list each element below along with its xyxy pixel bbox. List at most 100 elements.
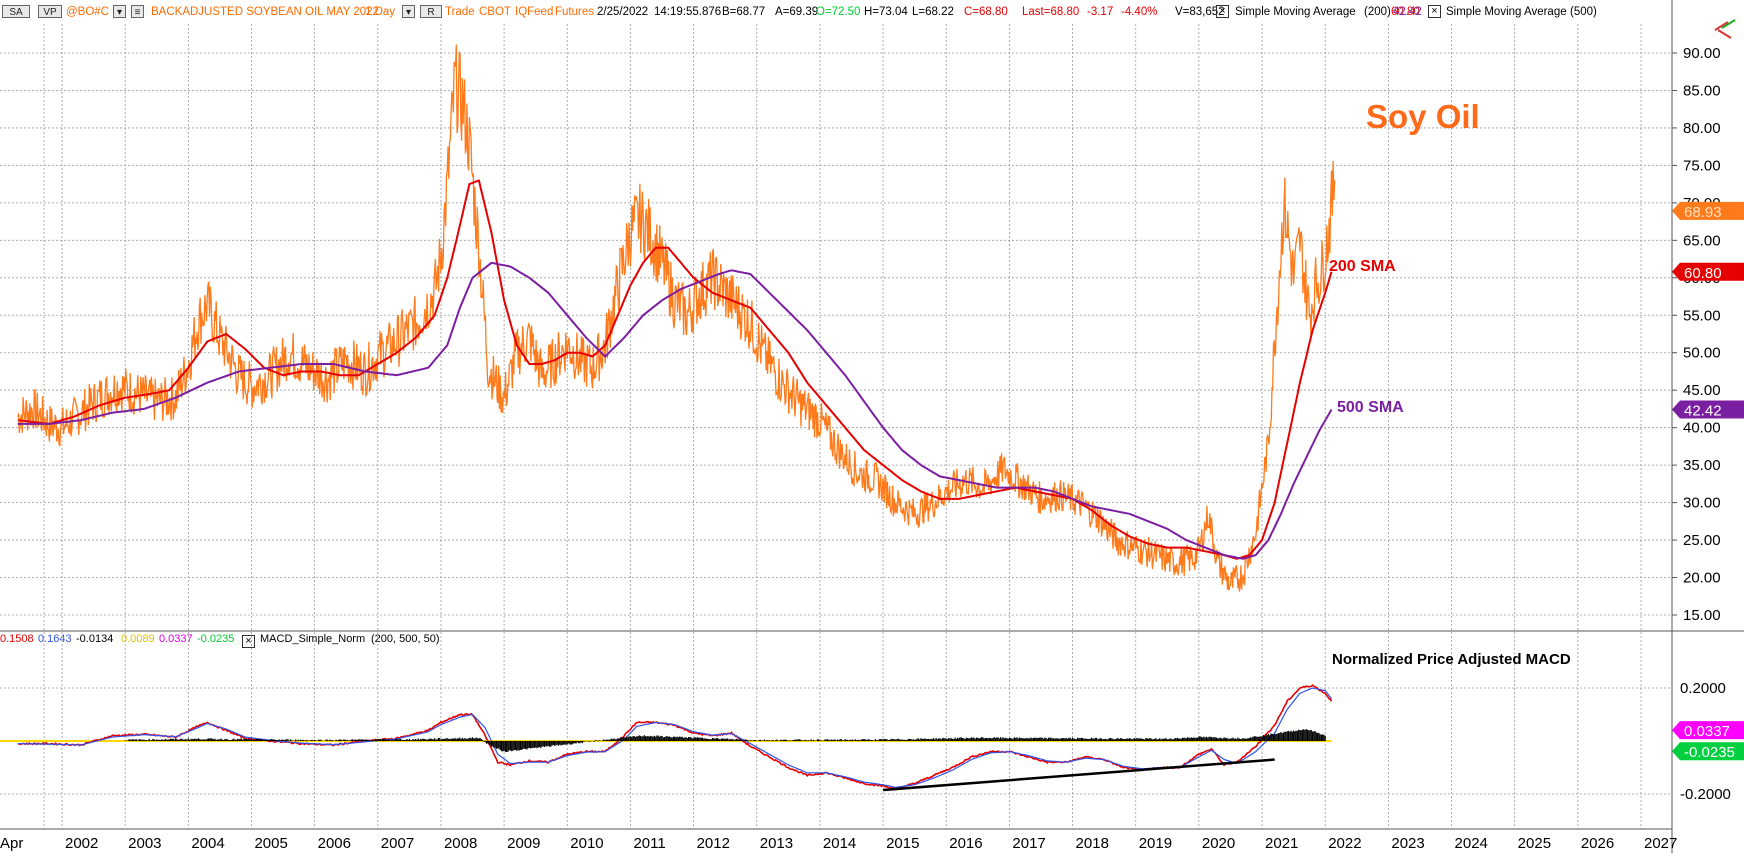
- signal-series: [17, 687, 1332, 789]
- y-tick-label: 15.00: [1683, 607, 1721, 624]
- sma500-header-params: (500): [1570, 6, 1597, 18]
- x-tick-label: 2004: [191, 835, 224, 852]
- sma500-header-value: 42.42: [1393, 6, 1422, 18]
- y-tick-label: 25.00: [1683, 532, 1721, 549]
- symbol[interactable]: @BO#C: [66, 6, 109, 18]
- r-button[interactable]: R: [420, 5, 442, 18]
- symbol-description: BACKADJUSTED SOYBEAN OIL MAY 2022: [151, 6, 379, 18]
- x-tick-label: 2015: [886, 835, 919, 852]
- trade-label: Trade: [445, 6, 475, 18]
- y-tick-label: 20.00: [1683, 570, 1721, 587]
- sma500-series: [17, 261, 1333, 560]
- macd-tag-b-bg: [1672, 742, 1744, 761]
- x-tick-label: 2012: [697, 835, 730, 852]
- change: -3.17: [1087, 6, 1114, 18]
- y-tick-label: 70.00: [1683, 195, 1721, 212]
- macd-value-1: 0.1508: [0, 633, 34, 645]
- sma200-annotation: 200 SMA: [1329, 258, 1396, 275]
- x-tick-label: 2027: [1644, 835, 1677, 852]
- x-tick-label: 2006: [318, 835, 351, 852]
- sma200-tag-bg: [1672, 262, 1744, 281]
- x-tick-label: 2008: [444, 835, 477, 852]
- x-tick-label: 2014: [823, 835, 856, 852]
- x-tick-label: 2020: [1202, 835, 1235, 852]
- sma500-tag-text: 42.42: [1684, 403, 1722, 420]
- sma500-tag: 42.42: [1672, 400, 1744, 420]
- volume: V=83,652: [1175, 6, 1225, 18]
- last-price-tag-bg: [1672, 201, 1744, 220]
- y-tick-label: 35.00: [1683, 457, 1721, 474]
- instrument-type: Futures: [555, 6, 594, 18]
- sma500-close-icon[interactable]: ×: [1428, 5, 1441, 18]
- macd-params: (200, 500, 50): [371, 633, 440, 645]
- x-tick-label: 2010: [570, 835, 603, 852]
- exchange: CBOT: [479, 6, 511, 18]
- vp-button[interactable]: VP: [38, 5, 62, 18]
- low: L=68.22: [912, 6, 954, 18]
- price-axis: 15.00 20.00 25.00 30.00 35.00 40.00 45.00 50.00…: [1672, 45, 1731, 803]
- sma200-tag-text: 60.80: [1684, 265, 1722, 282]
- macd-value-2: 0.1643: [38, 633, 72, 645]
- macd-title: Normalized Price Adjusted MACD: [1332, 651, 1571, 668]
- y-tick-label: 60.00: [1683, 270, 1721, 287]
- x-axis: Apr 2002 2003 2004 2005 2006 2007 2008 2009 2010 2…: [0, 835, 1677, 852]
- x-tick-label: 2011: [633, 835, 665, 852]
- sma500-annotation: 500 SMA: [1337, 399, 1404, 416]
- macd-value-6: -0.0235: [197, 633, 235, 645]
- close: C=68.80: [964, 6, 1008, 18]
- macd-tick-label: -0.2000: [1680, 786, 1731, 803]
- macd-tag-a: 0.0337: [1672, 721, 1744, 740]
- sma200-close-icon[interactable]: ×: [1216, 5, 1229, 18]
- macd-series: [17, 684, 1333, 790]
- change-pct: -4.40%: [1121, 6, 1158, 18]
- sma500-tag-bg: [1672, 400, 1744, 419]
- ask: A=69.39: [775, 6, 819, 18]
- sa-button[interactable]: SA: [2, 5, 30, 18]
- x-tick-label: 2024: [1455, 835, 1488, 852]
- x-tick-label: 2003: [128, 835, 161, 852]
- macd-tag-b: -0.0235: [1672, 742, 1744, 761]
- sma200-header-params: (200): [1364, 6, 1391, 18]
- y-tick-label: 45.00: [1683, 382, 1721, 399]
- x-tick-label: 2026: [1581, 835, 1614, 852]
- y-tick-label: 80.00: [1683, 120, 1721, 137]
- menu-icon[interactable]: ≡: [131, 5, 144, 18]
- macd-value-4: 0.0089: [121, 633, 155, 645]
- x-tick-label: 2016: [949, 835, 982, 852]
- y-tick-label: 75.00: [1683, 157, 1721, 174]
- macd-close-icon[interactable]: ×: [242, 635, 255, 648]
- quote-date: 2/25/2022: [597, 6, 649, 18]
- x-tick-label: 2019: [1139, 835, 1172, 852]
- symbol-dropdown-icon[interactable]: ▾: [113, 5, 126, 18]
- last: Last=68.80: [1022, 6, 1080, 18]
- last-price-tag-text: 68.93: [1684, 204, 1722, 221]
- price-series: [17, 44, 1336, 592]
- last-price-tag: 68.93: [1672, 201, 1744, 221]
- y-tick-label: 85.00: [1683, 82, 1721, 99]
- sma500-header-label: Simple Moving Average: [1446, 6, 1567, 18]
- macd-value-3: -0.0134: [76, 633, 114, 645]
- y-tick-label: 30.00: [1683, 495, 1721, 512]
- feed: IQFeed: [515, 6, 554, 18]
- quote-time: 14:19:55.876: [654, 6, 722, 18]
- open: O=72.50: [816, 6, 861, 18]
- interval[interactable]: 1 Day: [365, 6, 396, 18]
- sma200-series: [17, 179, 1333, 560]
- y-tick-label: 55.00: [1683, 307, 1721, 324]
- y-tick-label: 90.00: [1683, 45, 1721, 62]
- y-tick-label: 40.00: [1683, 420, 1721, 437]
- x-tick-label: 2018: [1076, 835, 1109, 852]
- vp-label: VP: [43, 7, 57, 18]
- macd-value-5: 0.0337: [159, 633, 193, 645]
- r-label: R: [427, 7, 435, 18]
- trendline: [882, 758, 1275, 792]
- x-tick-label: 2002: [65, 835, 98, 852]
- y-tick-label: 65.00: [1683, 232, 1721, 249]
- tools-arrow-red: [1714, 21, 1732, 39]
- x-tick-label: 2025: [1518, 835, 1551, 852]
- high: H=73.04: [864, 6, 908, 18]
- x-tick-label: 2013: [760, 835, 793, 852]
- x-tick-label: 2022: [1328, 835, 1361, 852]
- interval-dropdown-icon[interactable]: ▾: [402, 5, 415, 18]
